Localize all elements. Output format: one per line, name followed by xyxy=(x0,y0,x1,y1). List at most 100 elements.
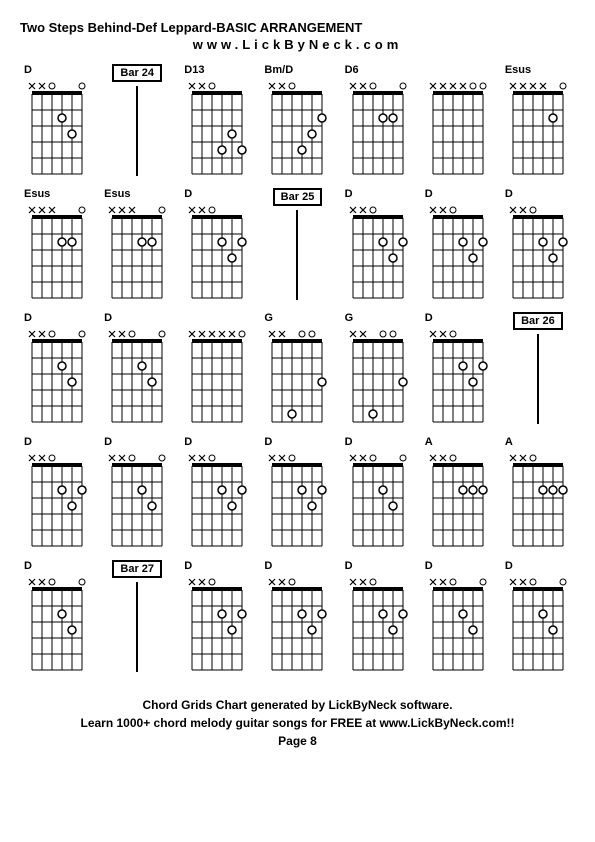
fretboard-diagram xyxy=(427,204,489,304)
fretboard-diagram xyxy=(427,328,489,428)
chord-label: D xyxy=(501,188,513,202)
fretboard-diagram xyxy=(266,452,328,552)
chord-diagram: Esus xyxy=(501,64,575,180)
fretboard-diagram xyxy=(347,452,409,552)
fretboard-diagram xyxy=(347,328,409,428)
bar-line xyxy=(136,86,138,176)
chord-label: D xyxy=(180,436,192,450)
chord-label xyxy=(180,312,184,326)
fretboard-diagram xyxy=(186,576,248,676)
page-subtitle: www.LickByNeck.com xyxy=(20,37,575,52)
bar-line xyxy=(296,210,298,300)
bar-label: Bar 24 xyxy=(112,64,162,82)
footer-line1: Chord Grids Chart generated by LickByNec… xyxy=(20,696,575,714)
fretboard-diagram xyxy=(507,452,569,552)
chord-diagram xyxy=(421,64,495,180)
chord-label: Esus xyxy=(501,64,531,78)
chord-label: D xyxy=(20,560,32,574)
fretboard-diagram xyxy=(106,204,168,304)
chord-label: A xyxy=(421,436,433,450)
fretboard-diagram xyxy=(347,204,409,304)
chord-label: D xyxy=(341,188,353,202)
fretboard-diagram xyxy=(507,80,569,180)
chord-diagram: D6 xyxy=(341,64,415,180)
fretboard-diagram xyxy=(26,204,88,304)
chord-diagram: D xyxy=(20,312,94,428)
fretboard-diagram xyxy=(266,80,328,180)
fretboard-diagram xyxy=(507,204,569,304)
bar-marker: Bar 27 xyxy=(100,560,174,676)
chord-diagram: D xyxy=(501,560,575,676)
fretboard-diagram xyxy=(266,576,328,676)
chord-label: Bm/D xyxy=(260,64,293,78)
chord-label: D xyxy=(100,436,112,450)
chord-diagram: A xyxy=(501,436,575,552)
chord-diagram: A xyxy=(421,436,495,552)
chord-label: D xyxy=(20,436,32,450)
chord-diagram: D xyxy=(341,436,415,552)
chord-diagram: D xyxy=(260,436,334,552)
chord-diagram: D xyxy=(421,560,495,676)
chord-label: D xyxy=(20,312,32,326)
page-title: Two Steps Behind-Def Leppard-BASIC ARRAN… xyxy=(20,20,575,35)
chord-label xyxy=(421,64,425,78)
fretboard-diagram xyxy=(347,576,409,676)
chord-label: D xyxy=(260,560,272,574)
chord-label: D xyxy=(421,312,433,326)
chord-diagram xyxy=(180,312,254,428)
bar-marker: Bar 25 xyxy=(260,188,334,304)
fretboard-diagram xyxy=(427,576,489,676)
chord-diagram: D xyxy=(100,312,174,428)
chord-diagram: D xyxy=(20,64,94,180)
fretboard-diagram xyxy=(186,452,248,552)
footer-line2: Learn 1000+ chord melody guitar songs fo… xyxy=(20,714,575,732)
fretboard-diagram xyxy=(186,80,248,180)
chord-label: D xyxy=(100,312,112,326)
bar-line xyxy=(136,582,138,672)
fretboard-diagram xyxy=(26,328,88,428)
chord-diagram: D xyxy=(180,188,254,304)
chord-label: D xyxy=(341,560,353,574)
chord-diagram: D xyxy=(341,560,415,676)
fretboard-diagram xyxy=(507,576,569,676)
fretboard-diagram xyxy=(266,328,328,428)
bar-label: Bar 25 xyxy=(273,188,323,206)
chord-diagram: D xyxy=(100,436,174,552)
chord-diagram: G xyxy=(260,312,334,428)
chord-diagram: D xyxy=(180,436,254,552)
chord-label: Esus xyxy=(100,188,130,202)
bar-line xyxy=(537,334,539,424)
fretboard-diagram xyxy=(26,576,88,676)
chord-diagram: D xyxy=(180,560,254,676)
chord-diagram: Bm/D xyxy=(260,64,334,180)
chord-diagram: D xyxy=(20,560,94,676)
bar-label: Bar 27 xyxy=(112,560,162,578)
bar-label: Bar 26 xyxy=(513,312,563,330)
chord-label: A xyxy=(501,436,513,450)
chord-grid: DBar 24D13Bm/DD6EsusEsusEsusDBar 25DDDDD… xyxy=(20,64,575,676)
chord-label: D13 xyxy=(180,64,204,78)
chord-label: D xyxy=(180,560,192,574)
fretboard-diagram xyxy=(186,204,248,304)
chord-label: D xyxy=(501,560,513,574)
fretboard-diagram xyxy=(427,452,489,552)
chord-diagram: G xyxy=(341,312,415,428)
bar-marker: Bar 26 xyxy=(501,312,575,428)
chord-label: D6 xyxy=(341,64,359,78)
chord-diagram: D xyxy=(341,188,415,304)
chord-label: D xyxy=(20,64,32,78)
footer: Chord Grids Chart generated by LickByNec… xyxy=(20,696,575,750)
chord-diagram: D xyxy=(20,436,94,552)
fretboard-diagram xyxy=(106,452,168,552)
chord-label: D xyxy=(260,436,272,450)
chord-label: G xyxy=(260,312,273,326)
chord-diagram: D xyxy=(421,188,495,304)
fretboard-diagram xyxy=(26,452,88,552)
chord-diagram: Esus xyxy=(100,188,174,304)
chord-label: D xyxy=(421,560,433,574)
fretboard-diagram xyxy=(347,80,409,180)
chord-label: Esus xyxy=(20,188,50,202)
chord-diagram: D xyxy=(501,188,575,304)
chord-diagram: Esus xyxy=(20,188,94,304)
chord-diagram: D xyxy=(260,560,334,676)
